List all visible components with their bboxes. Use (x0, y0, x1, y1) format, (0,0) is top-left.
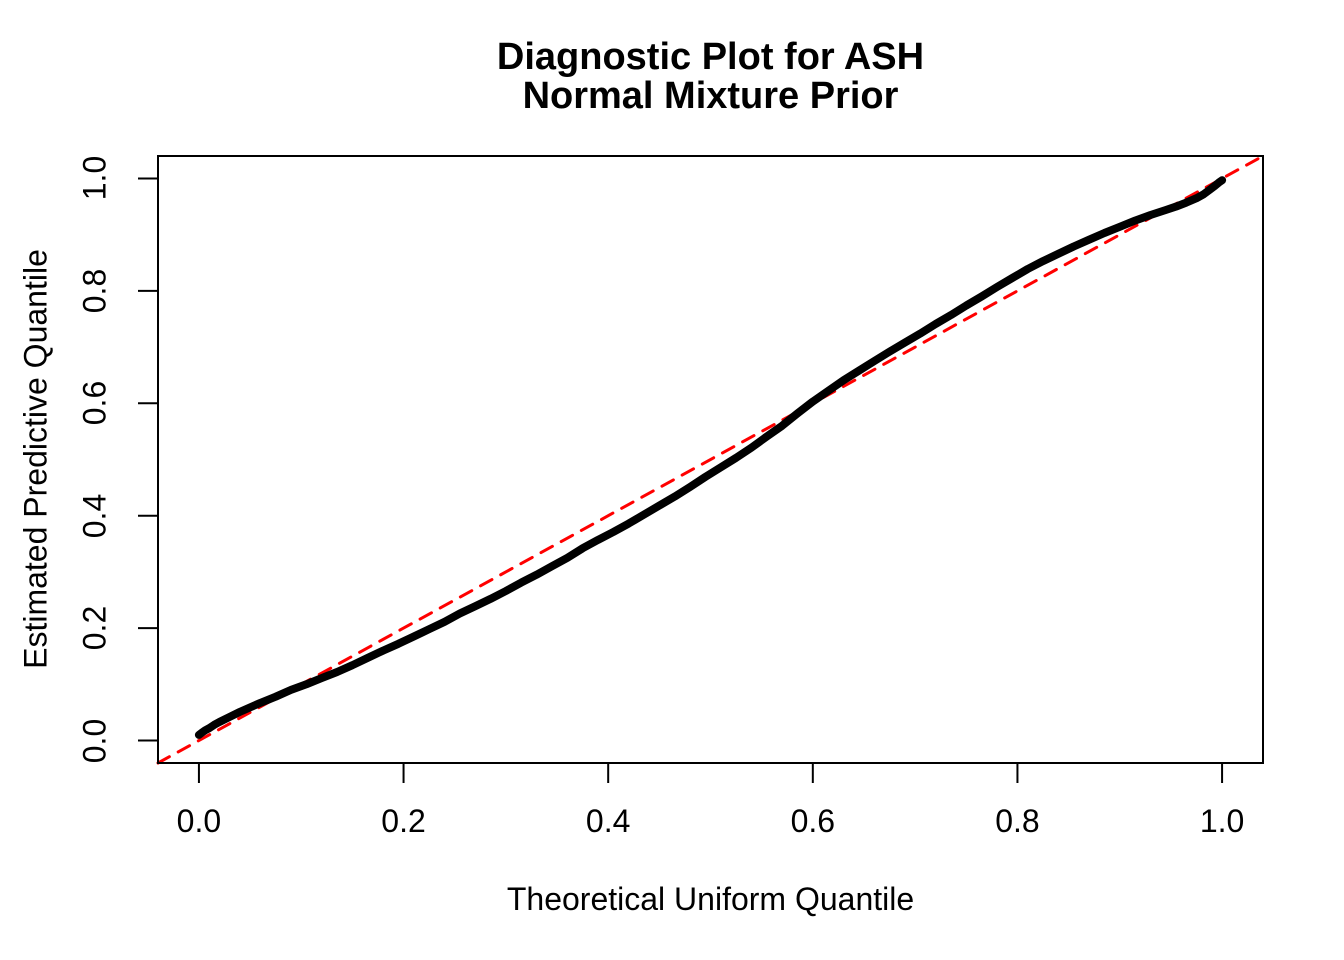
x-axis-title: Theoretical Uniform Quantile (506, 881, 915, 917)
y-tick-label: 0.8 (76, 268, 113, 314)
plot-frame (157, 155, 1264, 764)
x-tick-label: 1.0 (1199, 803, 1245, 839)
chart-title-line-1: Diagnostic Plot for ASH (496, 36, 925, 78)
x-tick-label: 0.2 (381, 803, 426, 839)
y-tick-label: 0.4 (76, 493, 113, 538)
y-axis-title: Estimated Predictive Quantile (17, 249, 54, 669)
y-tick-label: 1.0 (76, 156, 113, 201)
y-tick-label: 0.0 (76, 718, 113, 763)
y-tick-label: 0.2 (76, 605, 113, 651)
series-reference-diagonal-y-equals-x (156, 154, 1265, 765)
chart-title-line-2: Normal Mixture Prior (522, 75, 899, 117)
y-tick-label: 0.6 (76, 381, 113, 426)
x-tick-label: 0.4 (585, 803, 631, 839)
chart-title: Diagnostic Plot for ASH Normal Mixture P… (158, 38, 1263, 116)
x-tick-label: 0.8 (995, 803, 1040, 839)
series-estimated-predictive-quantiles (194, 176, 1227, 739)
x-tick-label: 0.6 (790, 803, 836, 839)
x-tick-label: 0.0 (176, 803, 222, 839)
